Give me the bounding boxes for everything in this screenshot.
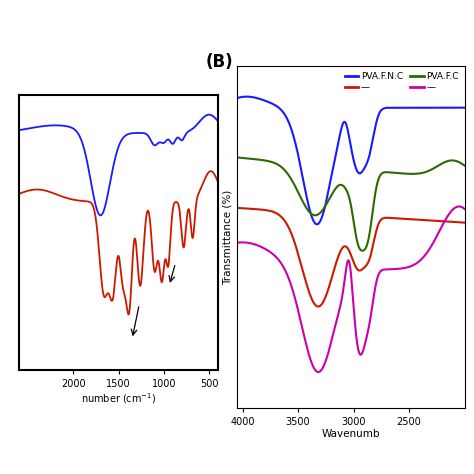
Text: (B): (B) (205, 53, 233, 71)
X-axis label: number (cm$^{-1}$): number (cm$^{-1}$) (81, 392, 156, 406)
Y-axis label: Transmittance (%): Transmittance (%) (223, 190, 233, 284)
Legend: PVA.F.N.C, —, PVA.F.C, —: PVA.F.N.C, —, PVA.F.C, — (344, 71, 460, 93)
X-axis label: Wavenumb: Wavenumb (321, 429, 380, 439)
